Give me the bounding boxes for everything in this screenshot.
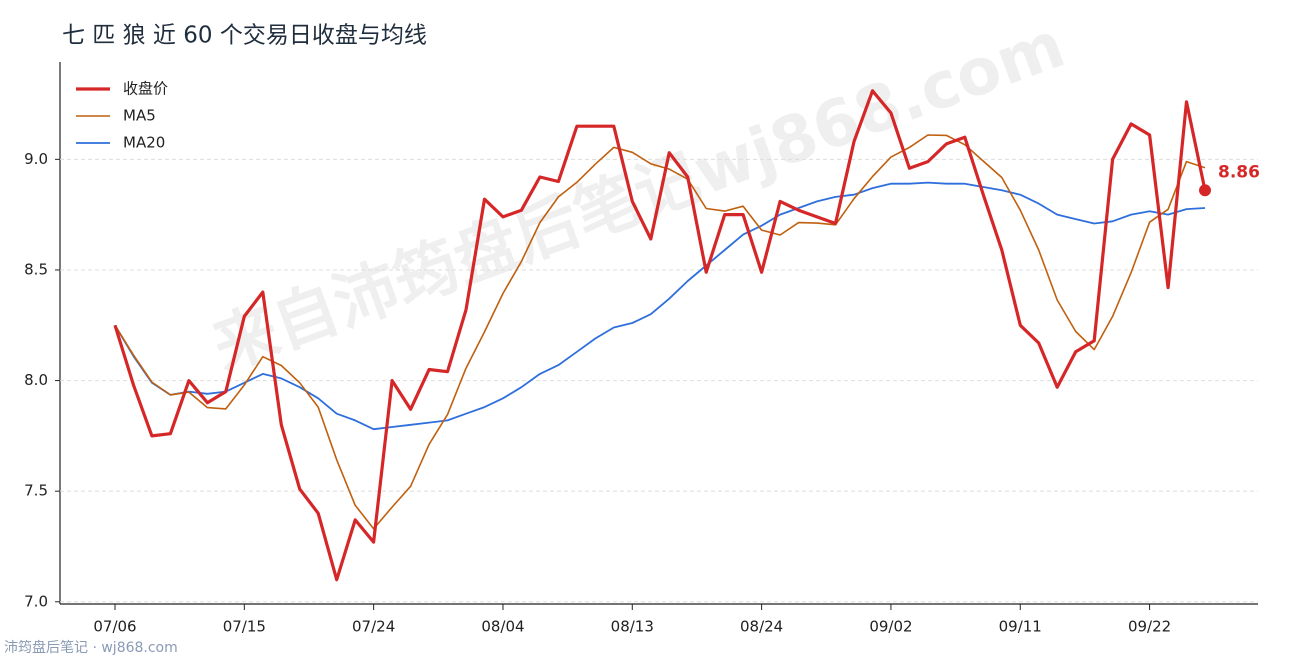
x-tick-label: 07/15 xyxy=(223,618,266,636)
legend-label: MA20 xyxy=(123,134,165,152)
watermark: 来自沛筠盘后笔记wj868.com xyxy=(204,8,1075,385)
legend-label: MA5 xyxy=(123,107,156,125)
y-tick-label: 7.5 xyxy=(24,482,48,500)
x-tick-label: 07/24 xyxy=(352,618,395,636)
x-tick-label: 08/13 xyxy=(611,618,654,636)
y-tick-label: 9.0 xyxy=(24,150,48,168)
x-tick-label: 08/04 xyxy=(481,618,524,636)
line-series xyxy=(113,89,1207,582)
x-tick-label: 08/24 xyxy=(740,618,783,636)
y-tick-label: 7.0 xyxy=(24,592,48,610)
y-tick-label: 8.5 xyxy=(24,260,48,278)
x-tick-label: 07/06 xyxy=(93,618,136,636)
footer: 沛筠盘后笔记 · wj868.com xyxy=(4,639,178,656)
end-label: 8.86 xyxy=(1218,162,1260,182)
x-tick-label: 09/02 xyxy=(869,618,912,636)
legend-label: 收盘价 xyxy=(123,80,168,98)
line-series xyxy=(114,134,1206,530)
end-point xyxy=(1199,184,1211,197)
y-tick-label: 8.0 xyxy=(24,371,48,389)
x-tick-label: 09/11 xyxy=(999,618,1042,636)
line-series xyxy=(114,181,1206,431)
x-tick-label: 09/22 xyxy=(1128,618,1171,636)
chart-title: 七 匹 狼 近 60 个交易日收盘与均线 xyxy=(62,23,427,49)
